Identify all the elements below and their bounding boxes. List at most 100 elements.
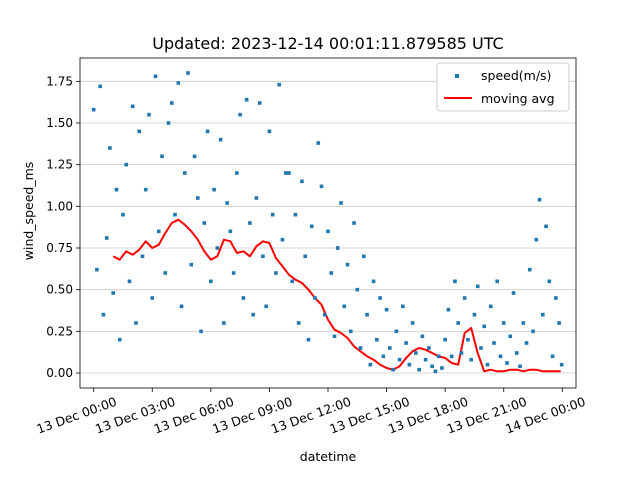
scatter-point: [466, 337, 470, 342]
scatter-point: [345, 262, 350, 267]
scatter-point: [264, 304, 268, 309]
scatter-point: [544, 224, 548, 229]
scatter-point: [261, 254, 265, 259]
scatter-point: [482, 324, 487, 329]
scatter-point: [147, 112, 151, 117]
scatter-point: [104, 236, 109, 240]
scatter-point: [228, 229, 233, 234]
scatter-point: [98, 84, 102, 89]
scatter-point: [427, 346, 431, 350]
scatter-point: [257, 101, 262, 105]
scatter-point: [134, 321, 138, 325]
grid-lines: [80, 80, 576, 374]
scatter-point: [342, 304, 347, 309]
scatter-point: [251, 312, 255, 317]
scatter-point: [492, 341, 496, 345]
scatter-point: [231, 271, 236, 275]
scatter-point: [430, 364, 434, 369]
scatter-point: [235, 171, 239, 175]
scatter-point: [124, 162, 129, 167]
scatter-point: [326, 229, 330, 234]
scatter-point: [309, 224, 314, 229]
scatter-point: [205, 129, 210, 134]
scatter-point: [501, 321, 506, 325]
scatter-point: [547, 279, 552, 284]
scatter-point: [557, 321, 561, 325]
scatter-point: [537, 197, 542, 202]
scatter-point: [524, 341, 529, 345]
scatter-point: [514, 351, 519, 355]
legend-label-speed: speed(m/s): [481, 68, 551, 83]
scatter-point: [381, 354, 386, 359]
scatter-point: [485, 362, 490, 367]
scatter-point: [222, 321, 226, 325]
scatter-point: [166, 121, 171, 125]
scatter-point: [335, 246, 340, 250]
scatter-point: [215, 246, 220, 250]
y-tick-label: 1.25: [46, 158, 73, 172]
scatter-point: [401, 304, 405, 309]
scatter-point: [407, 362, 412, 367]
scatter-point: [397, 357, 402, 362]
scatter-point: [440, 366, 444, 370]
x-axis-label: datetime: [300, 449, 357, 464]
scatter-point: [378, 296, 382, 300]
scatter-point: [117, 337, 122, 342]
scatter-point: [384, 307, 389, 312]
scatter-point: [127, 279, 132, 284]
scatter-point: [410, 321, 415, 325]
scatter-point: [531, 329, 535, 334]
scatter-point: [238, 112, 242, 117]
scatter-point: [521, 321, 526, 325]
scatter-point: [287, 171, 291, 175]
scatter-point: [368, 362, 373, 367]
y-tick-label: 1.75: [46, 74, 73, 88]
scatter-point: [150, 296, 155, 300]
scatter-point: [436, 354, 441, 359]
scatter-point: [371, 279, 376, 284]
scatter-point: [248, 221, 252, 225]
scatter-point: [209, 279, 213, 284]
moving-avg-layer: [112, 218, 561, 373]
scatter-point: [449, 354, 454, 359]
scatter-point: [241, 296, 246, 300]
scatter-point: [329, 271, 334, 275]
scatter-point: [469, 357, 474, 362]
scatter-point: [316, 141, 321, 145]
scatter-point: [414, 351, 418, 355]
scatter-point: [505, 361, 509, 365]
scatter-point: [280, 237, 285, 242]
scatter-point: [143, 187, 148, 192]
scatter-point: [169, 101, 174, 105]
scatter-point: [362, 254, 366, 259]
scatter-point: [417, 367, 421, 372]
scatter-point: [179, 304, 184, 309]
scatter-point: [156, 229, 161, 234]
scatter-point: [388, 346, 392, 350]
scatter-point: [182, 171, 187, 175]
scatter-point: [423, 357, 428, 362]
scatter-point: [498, 354, 503, 359]
scatter-point: [254, 196, 259, 200]
scatter-point: [459, 351, 464, 355]
scatter-point: [306, 337, 311, 342]
scatter-point: [196, 196, 200, 200]
plot-frame: [79, 57, 577, 389]
scatter-point: [394, 329, 399, 334]
scatter-point: [111, 291, 115, 295]
scatter-points: [91, 71, 564, 374]
scatter-point: [202, 221, 207, 225]
scatter-point: [121, 212, 125, 217]
scatter-point: [108, 146, 112, 150]
moving-avg-line: [112, 218, 561, 373]
scatter-point: [160, 154, 164, 159]
scatter-point: [296, 321, 301, 325]
scatter-point: [140, 254, 145, 259]
chart-title: Updated: 2023-12-14 00:01:11.879585 UTC: [152, 34, 503, 53]
scatter-point: [446, 307, 451, 312]
scatter-point: [153, 74, 158, 79]
scatter-point: [495, 279, 500, 284]
scatter-point: [189, 262, 194, 267]
scatter-point: [173, 212, 177, 217]
